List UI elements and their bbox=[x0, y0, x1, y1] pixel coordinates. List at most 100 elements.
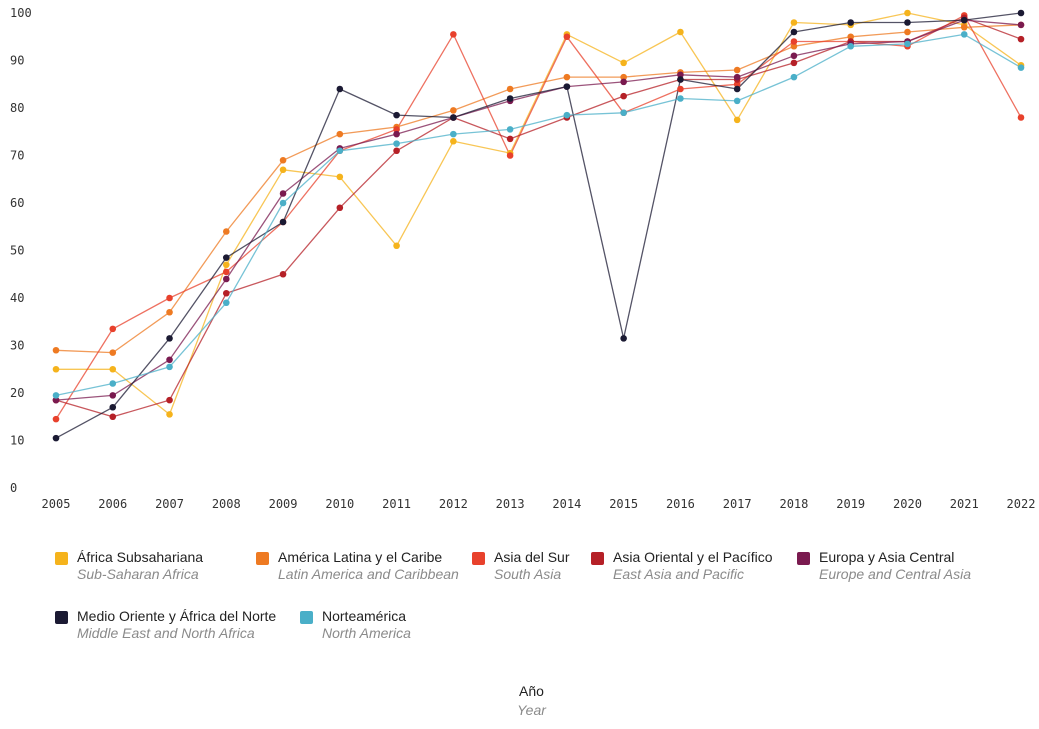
data-point bbox=[733, 66, 741, 74]
data-point bbox=[904, 9, 911, 17]
data-point bbox=[52, 415, 60, 423]
data-point bbox=[393, 242, 400, 250]
y-axis-ticks: 0 10 20 30 40 50 60 70 80 90 100 bbox=[10, 6, 32, 495]
data-point bbox=[960, 31, 968, 38]
data-point bbox=[677, 95, 684, 102]
data-point bbox=[1017, 64, 1025, 71]
data-point bbox=[166, 335, 173, 342]
data-point bbox=[222, 289, 230, 297]
x-tick-label: 2017 bbox=[723, 497, 752, 511]
data-point bbox=[166, 356, 173, 364]
data-point bbox=[166, 396, 173, 404]
x-tick-label: 2019 bbox=[836, 497, 865, 511]
data-point bbox=[506, 135, 514, 143]
data-point bbox=[336, 147, 344, 155]
data-point bbox=[52, 392, 60, 399]
data-point bbox=[506, 152, 514, 159]
data-point bbox=[393, 126, 400, 133]
data-point bbox=[222, 275, 230, 283]
x-tick-label: 2015 bbox=[609, 497, 638, 511]
data-point bbox=[279, 190, 287, 197]
x-tick-label: 2014 bbox=[552, 497, 581, 511]
data-point bbox=[677, 28, 684, 36]
x-tick-label: 2008 bbox=[212, 497, 241, 511]
data-point bbox=[790, 28, 798, 36]
data-point bbox=[222, 254, 230, 261]
data-point bbox=[960, 16, 968, 24]
data-point bbox=[166, 308, 173, 316]
data-point bbox=[166, 294, 173, 302]
data-point bbox=[733, 73, 741, 81]
data-point bbox=[677, 76, 684, 83]
data-point bbox=[450, 130, 457, 138]
data-point bbox=[733, 116, 741, 124]
data-point bbox=[563, 83, 571, 90]
data-point bbox=[563, 111, 571, 119]
y-tick-label: 30 bbox=[10, 339, 24, 353]
data-point bbox=[506, 95, 514, 102]
x-tick-label: 2006 bbox=[98, 497, 127, 511]
x-tick-label: 2005 bbox=[42, 497, 71, 511]
series-line-2 bbox=[55, 24, 1022, 354]
data-point bbox=[109, 380, 117, 387]
x-tick-label: 2010 bbox=[325, 497, 354, 511]
x-tick-label: 2011 bbox=[382, 497, 411, 511]
data-point bbox=[620, 59, 627, 67]
data-point bbox=[393, 140, 400, 147]
data-point bbox=[450, 114, 457, 121]
data-point bbox=[620, 92, 627, 100]
data-point bbox=[847, 33, 855, 41]
data-point bbox=[790, 73, 798, 81]
data-point bbox=[790, 42, 798, 50]
data-point bbox=[52, 396, 60, 404]
series-line-5 bbox=[55, 19, 1022, 401]
data-point bbox=[677, 85, 684, 93]
y-tick-label: 90 bbox=[10, 54, 24, 68]
series-line-4 bbox=[55, 17, 1022, 418]
x-tick-label: 2020 bbox=[893, 497, 922, 511]
x-tick-label: 2012 bbox=[439, 497, 468, 511]
data-point bbox=[620, 335, 627, 342]
x-tick-label: 2022 bbox=[1007, 497, 1036, 511]
data-point bbox=[847, 42, 855, 50]
y-tick-label: 60 bbox=[10, 196, 24, 210]
data-point bbox=[109, 413, 117, 421]
y-tick-label: 70 bbox=[10, 149, 24, 163]
series-line-3 bbox=[55, 14, 1022, 420]
data-point bbox=[109, 392, 117, 399]
data-point bbox=[904, 28, 911, 36]
data-point bbox=[506, 126, 514, 133]
data-point bbox=[450, 137, 457, 145]
data-point bbox=[222, 261, 230, 269]
data-point bbox=[222, 299, 230, 307]
data-point bbox=[109, 349, 117, 356]
data-point bbox=[279, 270, 287, 278]
y-tick-label: 80 bbox=[10, 101, 24, 115]
data-point bbox=[52, 434, 60, 442]
data-point bbox=[336, 85, 344, 93]
series-line-1 bbox=[56, 12, 1022, 416]
x-tick-label: 2013 bbox=[496, 497, 525, 511]
data-point bbox=[904, 40, 911, 48]
data-point bbox=[393, 111, 400, 119]
y-tick-label: 10 bbox=[10, 434, 24, 448]
x-axis-label-english: Year bbox=[517, 702, 546, 718]
data-point bbox=[790, 59, 798, 67]
data-point bbox=[109, 403, 117, 411]
data-point bbox=[904, 19, 911, 26]
y-tick-label: 100 bbox=[10, 6, 32, 20]
x-tick-label: 2021 bbox=[950, 497, 979, 511]
data-point bbox=[336, 173, 344, 181]
data-point bbox=[1017, 21, 1025, 29]
data-point bbox=[790, 19, 798, 26]
data-point bbox=[677, 71, 684, 79]
data-point bbox=[279, 218, 287, 226]
data-point bbox=[563, 73, 571, 81]
data-point bbox=[279, 156, 287, 164]
data-point bbox=[393, 147, 400, 155]
x-tick-label: 2009 bbox=[269, 497, 298, 511]
data-point bbox=[222, 228, 230, 235]
series-lines bbox=[55, 12, 1022, 439]
data-point bbox=[620, 109, 627, 117]
data-point bbox=[790, 52, 798, 60]
